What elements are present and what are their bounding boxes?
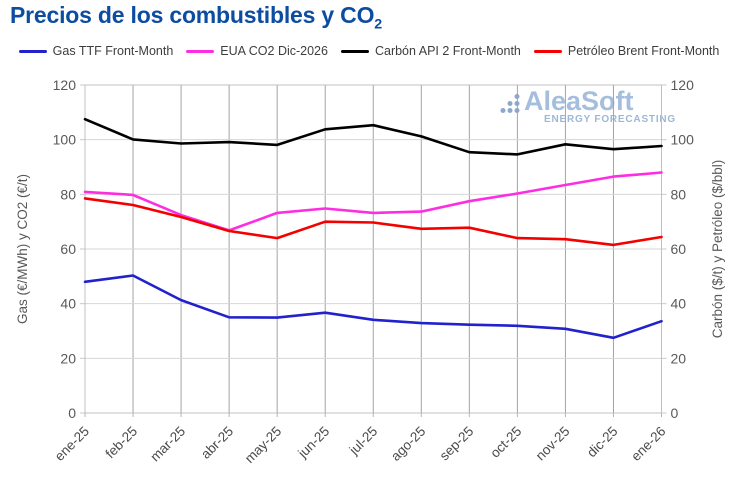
plot-border <box>84 84 662 414</box>
series-line-petr-leo-brent-front-month <box>83 197 663 247</box>
legend-label-eua-co2: EUA CO2 Dic-2026 <box>220 44 328 58</box>
page-title-subscript: 2 <box>374 16 383 33</box>
legend-label-gas-ttf: Gas TTF Front-Month <box>52 44 174 58</box>
y-tick-label-right: 100 <box>671 132 695 148</box>
y-tick-label-left: 120 <box>53 77 77 93</box>
page-title-text: Precios de los combustibles y CO <box>10 2 375 28</box>
y-tick-label-right: 40 <box>671 296 687 312</box>
legend-item-gas-ttf: Gas TTF Front-Month <box>18 44 174 58</box>
y-tick-label-left: 80 <box>60 186 76 202</box>
x-tick-label: ago-25 <box>388 424 428 464</box>
legend-label-carbon-api2: Carbón API 2 Front-Month <box>374 44 521 58</box>
y-tick-label-right: 80 <box>671 186 687 202</box>
y-axis-title-right: Carbón ($/t) y Petróleo ($/bbl) <box>710 160 725 339</box>
y-tick-label-right: 120 <box>671 77 695 93</box>
gas-ttf-line-swatch-icon <box>18 49 47 53</box>
y-tick-label-left: 20 <box>60 350 76 366</box>
legend-item-eua-co2: EUA CO2 Dic-2026 <box>186 44 328 58</box>
x-tick-label: sep-25 <box>437 424 477 464</box>
x-tick-label: jul-25 <box>346 424 381 459</box>
y-tick-label-right: 0 <box>671 405 679 421</box>
petroleo-brent-line-swatch-icon <box>533 49 562 53</box>
eua-co2-line-swatch-icon <box>186 49 215 53</box>
x-tick-label: ene-26 <box>628 424 668 464</box>
legend: Gas TTF Front-Month EUA CO2 Dic-2026 Car… <box>0 44 738 58</box>
x-tick-label: mar-25 <box>147 424 188 465</box>
page-title: Precios de los combustibles y CO2 <box>10 2 382 32</box>
y-tick-label-left: 40 <box>60 296 76 312</box>
x-tick-label: ene-25 <box>52 424 92 464</box>
y-tick-label-right: 20 <box>671 350 687 366</box>
y-tick-label-left: 0 <box>68 405 76 421</box>
y-axis-title-left: Gas (€/MWh) y CO2 (€/t) <box>15 174 30 324</box>
legend-item-carbon-api2: Carbón API 2 Front-Month <box>340 44 521 58</box>
x-tick-label: abr-25 <box>198 424 236 462</box>
x-tick-label: nov-25 <box>533 424 573 464</box>
series-line-eua-co2-dic-2026 <box>83 171 663 232</box>
y-tick-label-left: 100 <box>53 132 77 148</box>
series-line-carb-n-api-2-front-month <box>83 117 663 156</box>
legend-label-petroleo-brent: Petróleo Brent Front-Month <box>567 44 720 58</box>
y-tick-label-right: 60 <box>671 241 687 257</box>
series-line-gas-ttf-front-month <box>83 274 663 340</box>
x-tick-label: may-25 <box>242 424 284 466</box>
x-tick-label: feb-25 <box>102 424 140 462</box>
x-tick-label: jun-25 <box>294 424 332 462</box>
carbon-api2-line-swatch-icon <box>340 49 369 53</box>
y-tick-label-left: 60 <box>60 241 76 257</box>
legend-item-petroleo-brent: Petróleo Brent Front-Month <box>533 44 720 58</box>
x-tick-label: dic-25 <box>584 424 621 461</box>
x-tick-label: oct-25 <box>487 424 524 461</box>
